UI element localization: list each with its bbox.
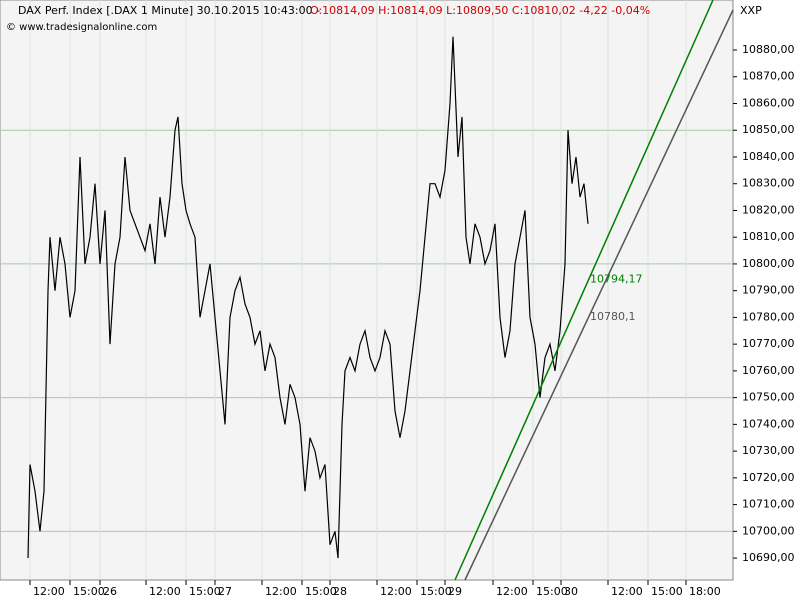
y-tick-label: 10740,00 xyxy=(742,417,795,430)
x-tick-label: 18:00 xyxy=(689,585,721,598)
price-line xyxy=(27,36,589,559)
x-tick-label: 15:00 xyxy=(536,585,568,598)
y-tick-label: 10880,00 xyxy=(742,43,795,56)
y-tick-label: 10690,00 xyxy=(742,551,795,564)
x-tick-label: 15:00 xyxy=(73,585,105,598)
source: © www.tradesignalonline.com xyxy=(6,22,157,33)
x-tick-label: 12:00 xyxy=(496,585,528,598)
y-tick-label: 10870,00 xyxy=(742,70,795,83)
y-tick-label: 10760,00 xyxy=(742,364,795,377)
chart-title: DAX Perf. Index [.DAX 1 Minute] 30.10.20… xyxy=(18,4,320,17)
x-tick-label: 12:00 xyxy=(611,585,643,598)
x-tick-label: 15:00 xyxy=(420,585,452,598)
y-tick-label: 10840,00 xyxy=(742,150,795,163)
x-tick-label: 12:00 xyxy=(33,585,65,598)
y-tick-label: 10810,00 xyxy=(742,230,795,243)
y-tick-label: 10820,00 xyxy=(742,203,795,216)
x-tick-label: 15:00 xyxy=(651,585,683,598)
x-tick-label: 12:00 xyxy=(380,585,412,598)
y-tick-label: 10710,00 xyxy=(742,498,795,511)
y-tick-label: 10770,00 xyxy=(742,337,795,350)
x-tick-label: 27 xyxy=(218,585,232,598)
x-tick-label: 29 xyxy=(448,585,462,598)
x-tick-label: 12:00 xyxy=(265,585,297,598)
trend-label: 10794,17 xyxy=(590,273,643,286)
y-tick-label: 10720,00 xyxy=(742,471,795,484)
x-tick-label: 28 xyxy=(333,585,347,598)
y-tick-label: 10700,00 xyxy=(742,524,795,537)
y-tick-label: 10790,00 xyxy=(742,284,795,297)
x-tick-label: 15:00 xyxy=(305,585,337,598)
y-tick-label: 10780,00 xyxy=(742,310,795,323)
plot-area xyxy=(0,0,734,581)
x-tick-label: 30 xyxy=(564,585,578,598)
x-tick-label: 26 xyxy=(103,585,117,598)
y-tick-label: 10860,00 xyxy=(742,96,795,109)
y-tick-label: 10750,00 xyxy=(742,391,795,404)
ohlc: O:10814,09 H:10814,09 L:10809,50 C:10810… xyxy=(310,4,650,17)
x-tick-label: 15:00 xyxy=(189,585,221,598)
y-tick-label: 10800,00 xyxy=(742,257,795,270)
trend-line xyxy=(464,9,734,581)
trend-line xyxy=(454,0,714,581)
y-tick-label: 10730,00 xyxy=(742,444,795,457)
y-tick-label: 10830,00 xyxy=(742,177,795,190)
y-tick-label: 10850,00 xyxy=(742,123,795,136)
symbol: XXP xyxy=(740,4,762,17)
trend-label: 10780,1 xyxy=(590,310,636,323)
x-tick-label: 12:00 xyxy=(149,585,181,598)
